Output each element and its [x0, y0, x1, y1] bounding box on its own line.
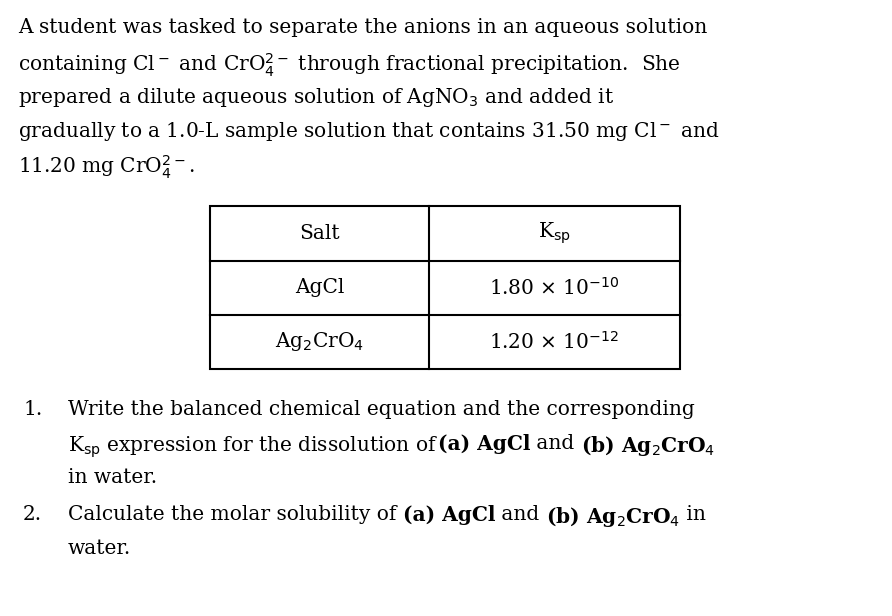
Text: Calculate the molar solubility of: Calculate the molar solubility of — [68, 505, 403, 524]
Text: Ag$_2$CrO$_4$: Ag$_2$CrO$_4$ — [275, 330, 364, 354]
Text: 2.: 2. — [23, 505, 42, 524]
Text: K$_{\rm sp}$: K$_{\rm sp}$ — [538, 221, 571, 246]
Text: 11.20 mg CrO$_4^{2-}$.: 11.20 mg CrO$_4^{2-}$. — [18, 154, 194, 181]
Text: in water.: in water. — [68, 468, 157, 487]
Text: 1.20 $\times$ 10$^{-12}$: 1.20 $\times$ 10$^{-12}$ — [490, 331, 619, 353]
Text: and: and — [495, 505, 546, 524]
Text: in: in — [680, 505, 706, 524]
Text: gradually to a 1.0-L sample solution that contains 31.50 mg Cl$^-$ and: gradually to a 1.0-L sample solution tha… — [18, 120, 719, 143]
Text: Salt: Salt — [299, 224, 340, 243]
Text: water.: water. — [68, 539, 131, 557]
Text: prepared a dilute aqueous solution of AgNO$_3$ and added it: prepared a dilute aqueous solution of Ag… — [18, 86, 615, 109]
Text: containing Cl$^-$ and CrO$_4^{2-}$ through fractional precipitation.  She: containing Cl$^-$ and CrO$_4^{2-}$ throu… — [18, 52, 681, 79]
Text: (a) AgCl: (a) AgCl — [438, 434, 531, 454]
Text: AgCl: AgCl — [294, 278, 344, 297]
Text: and: and — [531, 434, 581, 453]
Text: (b) Ag$_2$CrO$_4$: (b) Ag$_2$CrO$_4$ — [546, 505, 680, 529]
Bar — [210, 206, 680, 369]
Text: 1.80 $\times$ 10$^{-10}$: 1.80 $\times$ 10$^{-10}$ — [489, 277, 620, 299]
Text: K$_{\rm sp}$ expression for the dissolution of: K$_{\rm sp}$ expression for the dissolut… — [68, 434, 438, 460]
Text: (b) Ag$_2$CrO$_4$: (b) Ag$_2$CrO$_4$ — [581, 434, 715, 458]
Text: (a) AgCl: (a) AgCl — [403, 505, 495, 525]
Text: 1.: 1. — [23, 400, 42, 419]
Text: A student was tasked to separate the anions in an aqueous solution: A student was tasked to separate the ani… — [18, 18, 707, 37]
Text: Write the balanced chemical equation and the corresponding: Write the balanced chemical equation and… — [68, 400, 695, 419]
